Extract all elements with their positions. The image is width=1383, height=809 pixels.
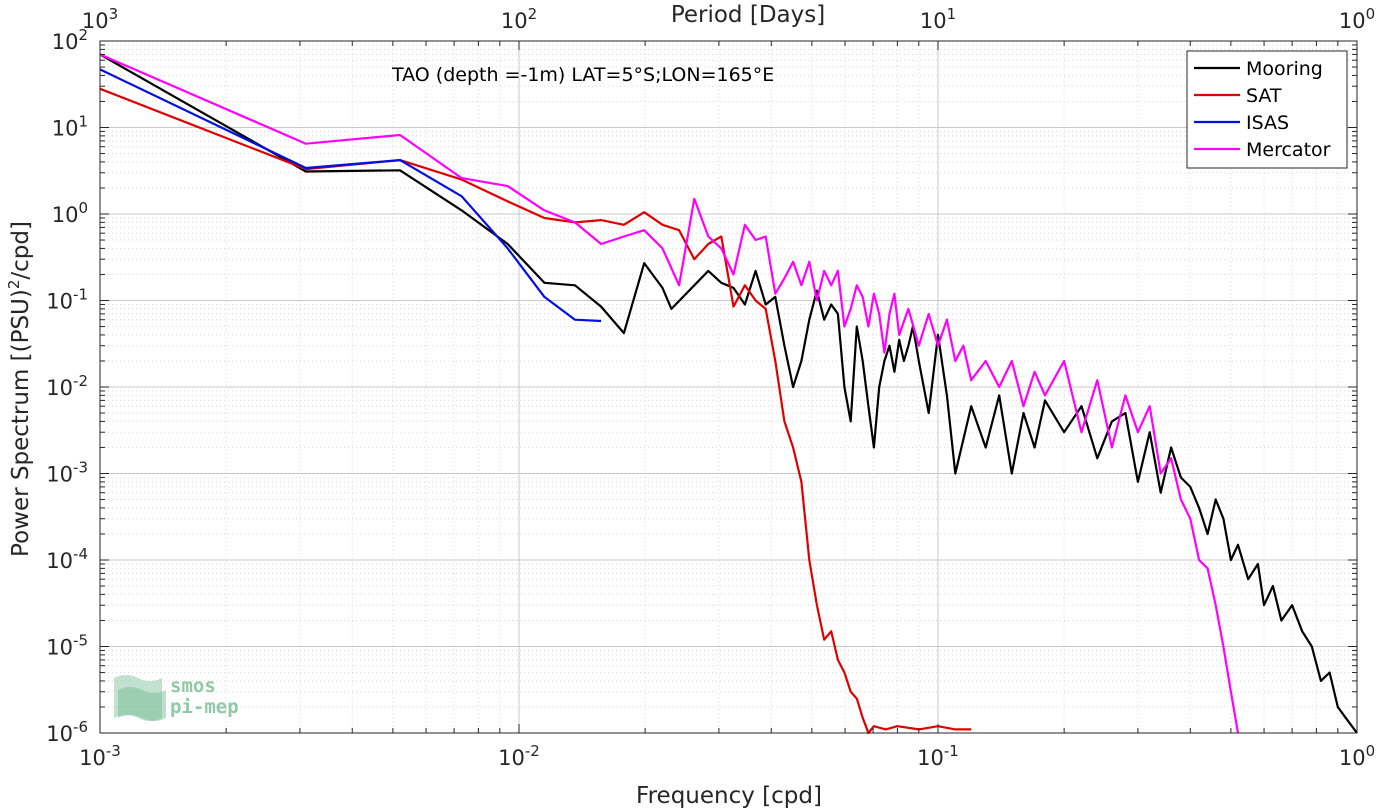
x-axis-label: Frequency [cpd] <box>636 783 822 809</box>
series-line-mooring <box>99 53 1358 734</box>
x-tick-label: 10-3 <box>79 742 121 770</box>
y-tick-label: 100 <box>52 199 88 227</box>
y-tick-label: 10-6 <box>46 718 88 746</box>
logo-line1: smos <box>170 675 216 697</box>
legend: Mooring SAT ISAS Mercator <box>1186 50 1348 169</box>
logo-line2: pi-mep <box>170 696 239 718</box>
top-axis-label: Period [Days] <box>671 2 825 28</box>
left-tick-labels: 102 101 100 10-1 10-2 10-3 10-4 10-5 10-6 <box>46 26 88 746</box>
y-tick-label: 10-5 <box>46 632 88 660</box>
logo-wave-icon-2 <box>118 687 166 721</box>
legend-label-mercator: Mercator <box>1246 139 1331 161</box>
series-line-mercator <box>99 53 1240 734</box>
y-tick-label: 10-4 <box>46 545 88 573</box>
top-tick-label: 102 <box>501 5 537 33</box>
y-axis-label-sup: 2 <box>5 280 23 290</box>
y-axis-label-main: Power Spectrum [(PSU) <box>8 289 34 557</box>
chart-annotation: TAO (depth =-1m) LAT=5°S;LON=165°E <box>391 64 774 86</box>
y-tick-label: 10-3 <box>46 459 88 487</box>
series-layer <box>99 53 1358 735</box>
series-line-isas <box>99 68 602 323</box>
y-axis-label: Power Spectrum [(PSU)2/cpd] <box>5 221 34 557</box>
legend-label-sat: SAT <box>1246 85 1282 107</box>
smos-pi-mep-logo: smos pi-mep <box>114 675 239 721</box>
y-tick-label: 10-2 <box>46 372 88 400</box>
top-tick-labels: 103 102 101 100 <box>82 5 1375 33</box>
legend-label-mooring: Mooring <box>1246 58 1323 80</box>
minor-grid <box>100 41 1357 733</box>
x-tick-label: 10-2 <box>498 742 540 770</box>
y-axis-label-end: /cpd] <box>8 221 34 280</box>
logo-wave-icon <box>114 675 162 721</box>
top-tick-label: 100 <box>1339 5 1375 33</box>
y-tick-label: 102 <box>52 26 88 54</box>
y-tick-label: 10-1 <box>46 286 88 314</box>
tick-marks <box>99 40 1358 734</box>
x-tick-label: 100 <box>1339 742 1375 770</box>
y-tick-label: 101 <box>52 113 88 141</box>
legend-label-isas: ISAS <box>1246 112 1289 134</box>
top-tick-label: 103 <box>82 5 118 33</box>
x-tick-label: 10-1 <box>917 742 959 770</box>
bottom-tick-labels: 10-3 10-2 10-1 100 <box>79 742 1375 770</box>
series-line-sat <box>99 87 972 735</box>
top-tick-label: 101 <box>920 5 956 33</box>
